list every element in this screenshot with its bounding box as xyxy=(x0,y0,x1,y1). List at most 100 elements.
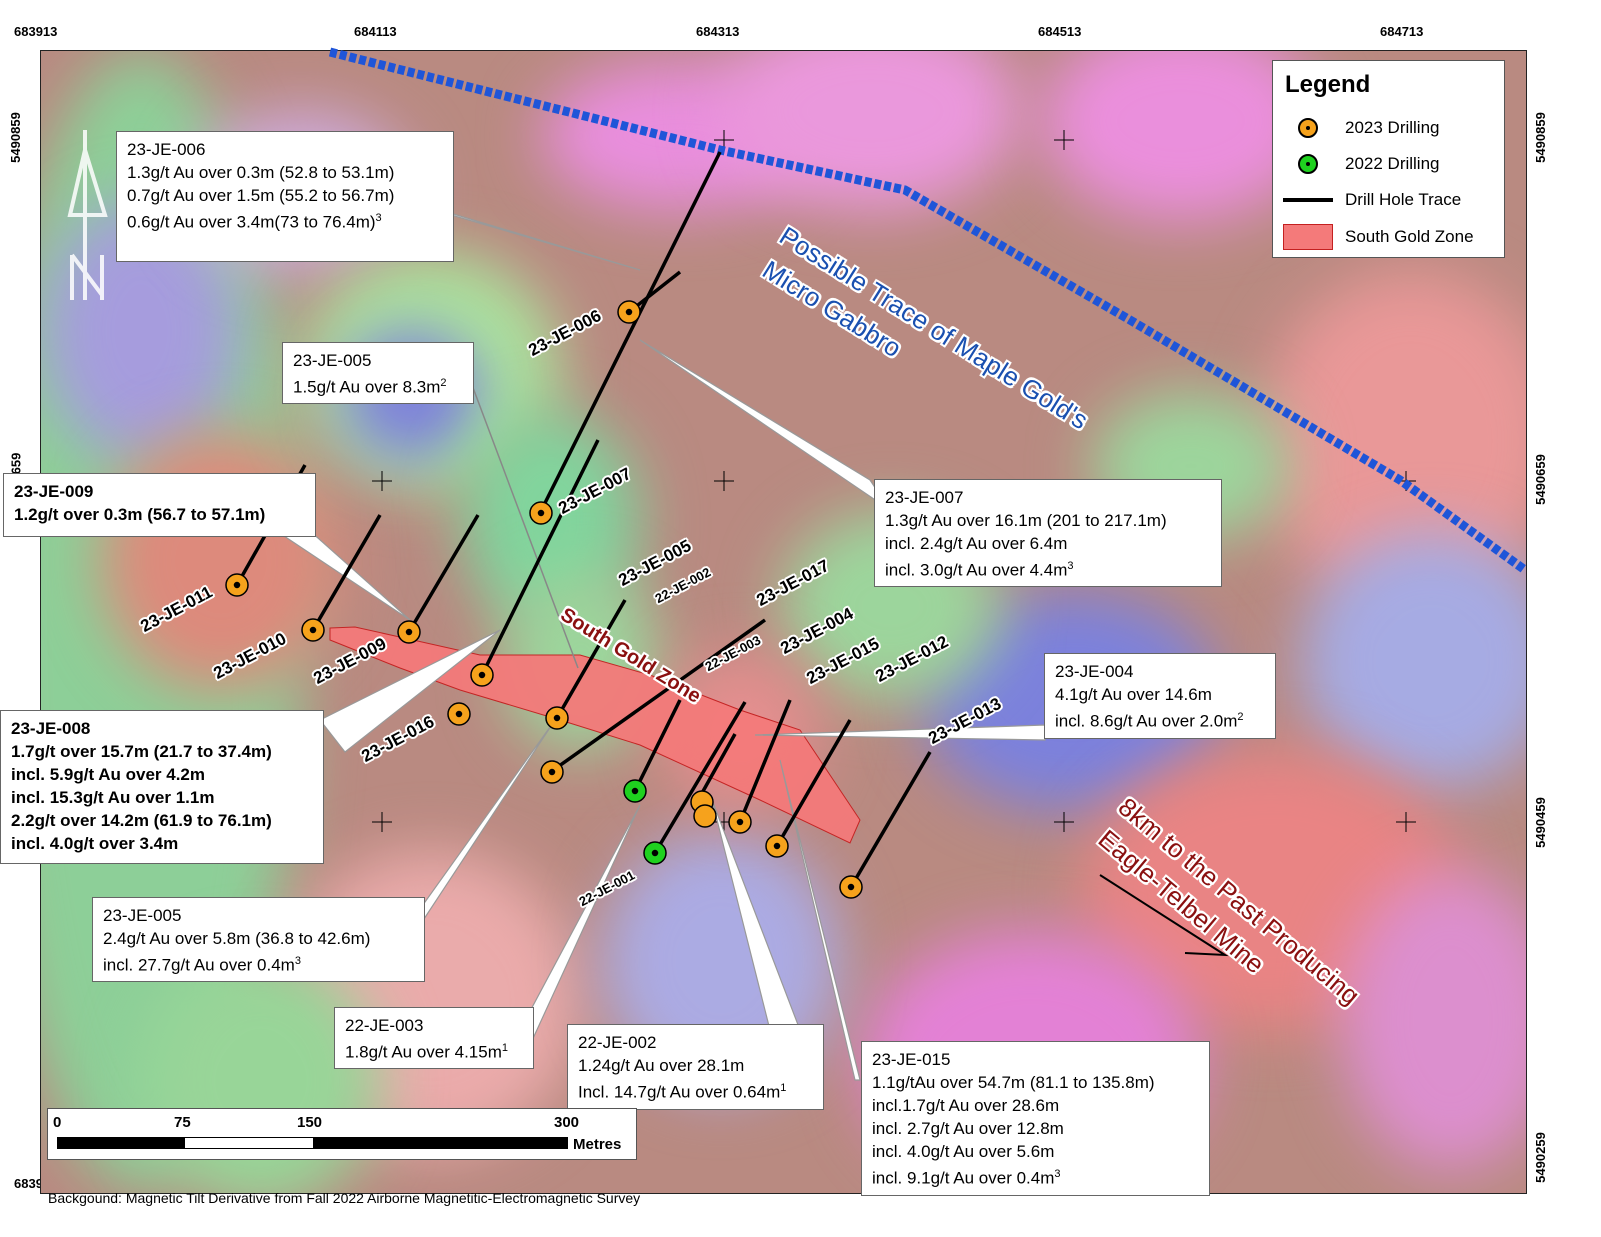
callout-line: incl. 2.7g/t Au over 12.8m xyxy=(872,1119,1064,1138)
x-tick-top-1: 684113 xyxy=(354,24,397,39)
footnote: 1 xyxy=(501,1042,509,1054)
callout-23-je-008: 23-JE-008 1.7g/t over 15.7m (21.7 to 37.… xyxy=(0,710,324,864)
callout-23-je-006: 23-JE-006 1.3g/t Au over 0.3m (52.8 to 5… xyxy=(116,131,454,262)
callout-title: 23-JE-005 xyxy=(103,906,182,925)
callout-line: incl. 15.3g/t Au over 1.1m xyxy=(11,788,215,807)
callout-line: incl. 2.4g/t Au over 6.4m xyxy=(885,534,1068,553)
north-arrow-icon xyxy=(67,130,108,300)
zone-swatch-icon xyxy=(1283,224,1333,250)
scale-tick: 150 xyxy=(297,1114,323,1131)
mine-direction-arrow-icon xyxy=(1099,874,1229,957)
callout-22-je-002: 22-JE-002 1.24g/t Au over 28.1m Incl. 14… xyxy=(567,1024,824,1110)
x-tick-top-4: 684713 xyxy=(1380,24,1424,39)
hole-23-je-017 xyxy=(540,760,564,784)
callout-23-je-007: 23-JE-007 1.3g/t Au over 16.1m (201 to 2… xyxy=(874,479,1222,587)
legend-label: 2023 Drilling xyxy=(1345,118,1440,137)
legend: Legend 2023 Drilling 2022 Drilling Drill… xyxy=(1272,60,1505,258)
line-icon xyxy=(1283,198,1333,202)
scale-unit: Metres xyxy=(573,1136,622,1153)
callout-22-je-003: 22-JE-003 1.8g/t Au over 4.15m1 xyxy=(334,1007,534,1069)
callout-23-je-015: 23-JE-015 1.1g/tAu over 54.7m (81.1 to 1… xyxy=(861,1041,1210,1196)
callout-line: 1.1g/tAu over 54.7m (81.1 to 135.8m) xyxy=(872,1073,1155,1092)
callout-line: incl. 5.9g/t Au over 4.2m xyxy=(11,765,205,784)
hole-23-je-016 xyxy=(447,702,471,726)
callout-title: 23-JE-008 xyxy=(11,719,91,738)
callout-line: 2.2g/t over 14.2m (61.9 to 76.1m) xyxy=(11,811,272,830)
scale-tick: 0 xyxy=(53,1114,62,1131)
hole-22-je-002b xyxy=(693,804,717,828)
callout-title: 23-JE-007 xyxy=(885,488,964,507)
callout-line: 0.6g/t Au over 3.4m(73 to 76.4m) xyxy=(127,212,376,232)
hole-22-je-001 xyxy=(643,841,667,865)
legend-title: Legend xyxy=(1285,71,1371,98)
callout-line: 1.3g/t Au over 0.3m (52.8 to 53.1m) xyxy=(127,163,395,182)
callout-line: incl. 8.6g/t Au over 2.0m xyxy=(1055,711,1238,731)
footer-caption: Backgound: Magnetic Tilt Derivative from… xyxy=(48,1190,641,1206)
green-dot-icon xyxy=(1298,154,1318,174)
callout-23-je-004: 23-JE-004 4.1g/t Au over 14.6m incl. 8.6… xyxy=(1044,653,1276,739)
hole-23-je-009 xyxy=(397,620,421,644)
footnote: 3 xyxy=(294,955,301,967)
callout-line: incl.1.7g/t Au over 28.6m xyxy=(872,1096,1060,1115)
hole-23-je-012 xyxy=(839,875,863,899)
callout-line: 1.5g/t Au over 8.3m xyxy=(293,377,441,397)
callout-line: 1.8g/t Au over 4.15m xyxy=(345,1042,502,1062)
callout-line: 4.1g/t Au over 14.6m xyxy=(1055,685,1212,704)
hole-23-je-011 xyxy=(225,573,249,597)
hole-23-je-010 xyxy=(301,618,325,642)
hole-23-je-006 xyxy=(617,300,641,324)
x-tick-top-0: 683913 xyxy=(14,24,58,39)
callout-line: 0.7g/t Au over 1.5m (55.2 to 56.7m) xyxy=(127,186,395,205)
scale-segments xyxy=(57,1137,568,1149)
callout-title: 22-JE-003 xyxy=(345,1016,424,1035)
legend-label: 2022 Drilling xyxy=(1345,154,1440,173)
callout-line: Incl. 14.7g/t Au over 0.64m xyxy=(578,1082,781,1102)
callout-line: incl. 4.0g/t over 3.4m xyxy=(11,834,179,853)
legend-label: Drill Hole Trace xyxy=(1345,190,1462,209)
callout-line: 1.7g/t over 15.7m (21.7 to 37.4m) xyxy=(11,742,272,761)
orange-dot-icon xyxy=(1298,118,1318,138)
callout-title: 23-JE-009 xyxy=(14,482,94,501)
footnote: 3 xyxy=(375,212,382,224)
callout-title: 23-JE-004 xyxy=(1055,662,1134,681)
callout-line: incl. 4.0g/t Au over 5.6m xyxy=(872,1142,1055,1161)
callout-line: incl. 9.1g/t Au over 0.4m xyxy=(872,1168,1055,1188)
hole-23-je-005 xyxy=(545,706,569,730)
footnote: 2 xyxy=(440,377,447,389)
callout-line: 2.4g/t Au over 5.8m (36.8 to 42.6m) xyxy=(103,929,371,948)
callout-line: incl. 27.7g/t Au over 0.4m xyxy=(103,955,295,975)
hole-22-je-003 xyxy=(623,779,647,803)
callout-23-je-009: 23-JE-009 1.2g/t over 0.3m (56.7 to 57.1… xyxy=(3,473,316,537)
legend-item-zone: South Gold Zone xyxy=(1283,224,1474,250)
micro-gabbro-trace xyxy=(328,47,1528,574)
callout-line: 1.3g/t Au over 16.1m (201 to 217.1m) xyxy=(885,511,1167,530)
callout-23-je-005-b: 23-JE-005 2.4g/t Au over 5.8m (36.8 to 4… xyxy=(92,897,425,982)
callout-title: 22-JE-002 xyxy=(578,1033,657,1052)
hole-23-je-008 xyxy=(470,663,494,687)
callout-title: 23-JE-006 xyxy=(127,140,206,159)
callout-title: 23-JE-015 xyxy=(872,1050,951,1069)
scale-bar: 0 75 150 300 Metres xyxy=(47,1108,637,1160)
footnote: 2 xyxy=(1237,711,1244,723)
footnote: 3 xyxy=(1054,1168,1061,1180)
callout-title: 23-JE-005 xyxy=(293,351,372,370)
callout-line: incl. 3.0g/t Au over 4.4m xyxy=(885,560,1068,580)
callout-23-je-005-a: 23-JE-005 1.5g/t Au over 8.3m2 xyxy=(282,342,474,404)
legend-item-2023: 2023 Drilling xyxy=(1283,118,1440,138)
legend-item-trace: Drill Hole Trace xyxy=(1283,190,1461,210)
scale-tick: 75 xyxy=(174,1114,191,1131)
legend-label: South Gold Zone xyxy=(1345,227,1474,246)
x-tick-top-2: 684313 xyxy=(696,24,740,39)
callout-line: 1.24g/t Au over 28.1m xyxy=(578,1056,745,1075)
x-tick-top-3: 684513 xyxy=(1038,24,1082,39)
hole-23-je-004 xyxy=(728,810,752,834)
scale-tick: 300 xyxy=(554,1114,580,1131)
hole-23-je-015 xyxy=(765,834,789,858)
hole-23-je-007 xyxy=(529,501,553,525)
legend-item-2022: 2022 Drilling xyxy=(1283,154,1440,174)
footnote: 1 xyxy=(780,1082,787,1094)
drill-holes xyxy=(225,300,863,899)
callout-line: 1.2g/t over 0.3m (56.7 to 57.1m) xyxy=(14,505,266,524)
footnote: 3 xyxy=(1067,560,1074,572)
